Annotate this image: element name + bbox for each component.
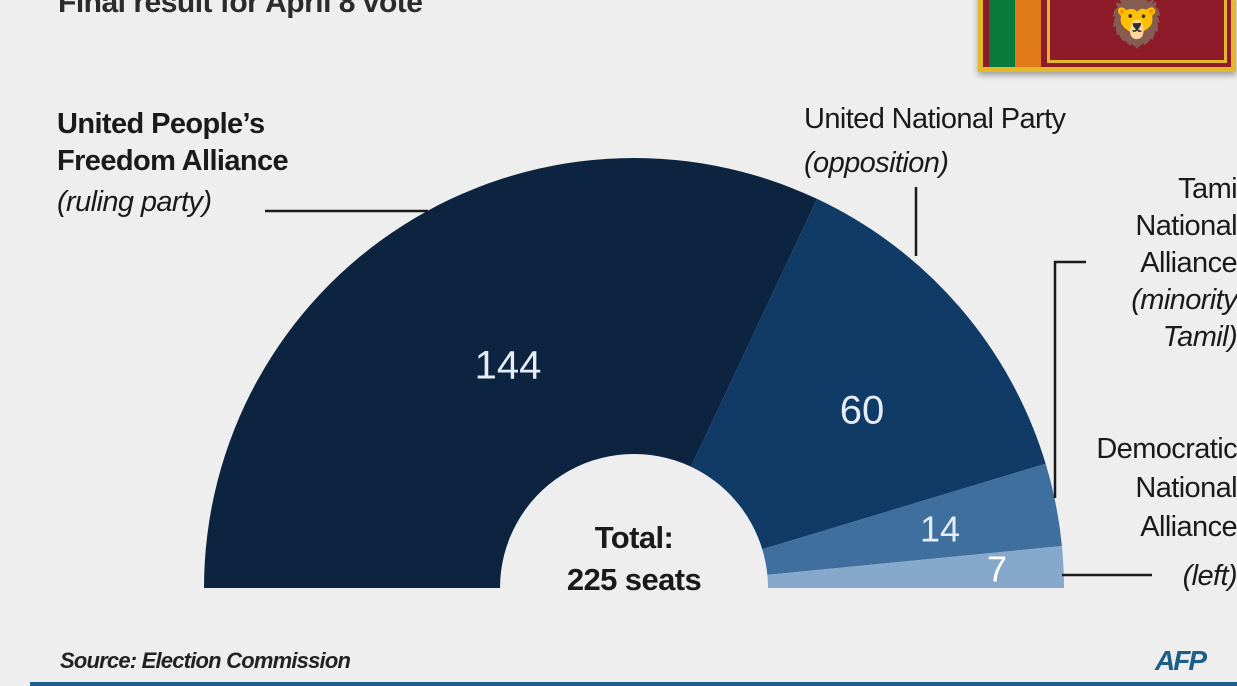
category-label-dna: National <box>1135 472 1237 504</box>
category-label-tna: National <box>1135 210 1237 242</box>
wedge-dna <box>767 546 1064 588</box>
category-label-upfa: Freedom Alliance <box>57 145 289 177</box>
wedge-upfa <box>204 157 818 588</box>
category-label-dna: Democratic <box>1096 433 1237 465</box>
value-label-dna: 7 <box>987 549 1007 590</box>
category-note-upfa: (ruling party) <box>57 186 211 218</box>
category-note-dna: (left) <box>1183 560 1237 592</box>
source-note: Source: Election Commission <box>60 648 351 673</box>
category-label-tna: Tami <box>1178 173 1237 205</box>
wedge-unp <box>691 198 1046 550</box>
category-note-tna: Tamil) <box>1163 321 1237 353</box>
category-label-upfa: United People’s <box>57 108 264 140</box>
wedge-tna <box>762 463 1062 575</box>
afp-logo: AFP <box>1155 645 1207 676</box>
category-note-tna: (minority <box>1131 284 1237 316</box>
value-label-upfa: 144 <box>475 344 542 388</box>
total-label-line: Total: <box>595 520 673 555</box>
category-note-unp: (opposition) <box>804 147 948 179</box>
category-label-dna: Alliance <box>1140 511 1237 543</box>
footer-rule <box>30 682 1237 686</box>
category-label-unp: United National Party <box>804 103 1067 135</box>
leader-line-tna <box>1053 260 1086 498</box>
category-label-tna: Alliance <box>1140 247 1237 279</box>
value-label-tna: 14 <box>920 509 960 550</box>
sri-lanka-flag-icon: 🦁 <box>978 0 1236 72</box>
total-label-line: 225 seats <box>567 562 701 597</box>
value-label-unp: 60 <box>840 389 885 433</box>
chart-subtitle: Final result for April 8 vote <box>58 0 423 19</box>
lion-icon: 🦁 <box>1107 0 1167 50</box>
